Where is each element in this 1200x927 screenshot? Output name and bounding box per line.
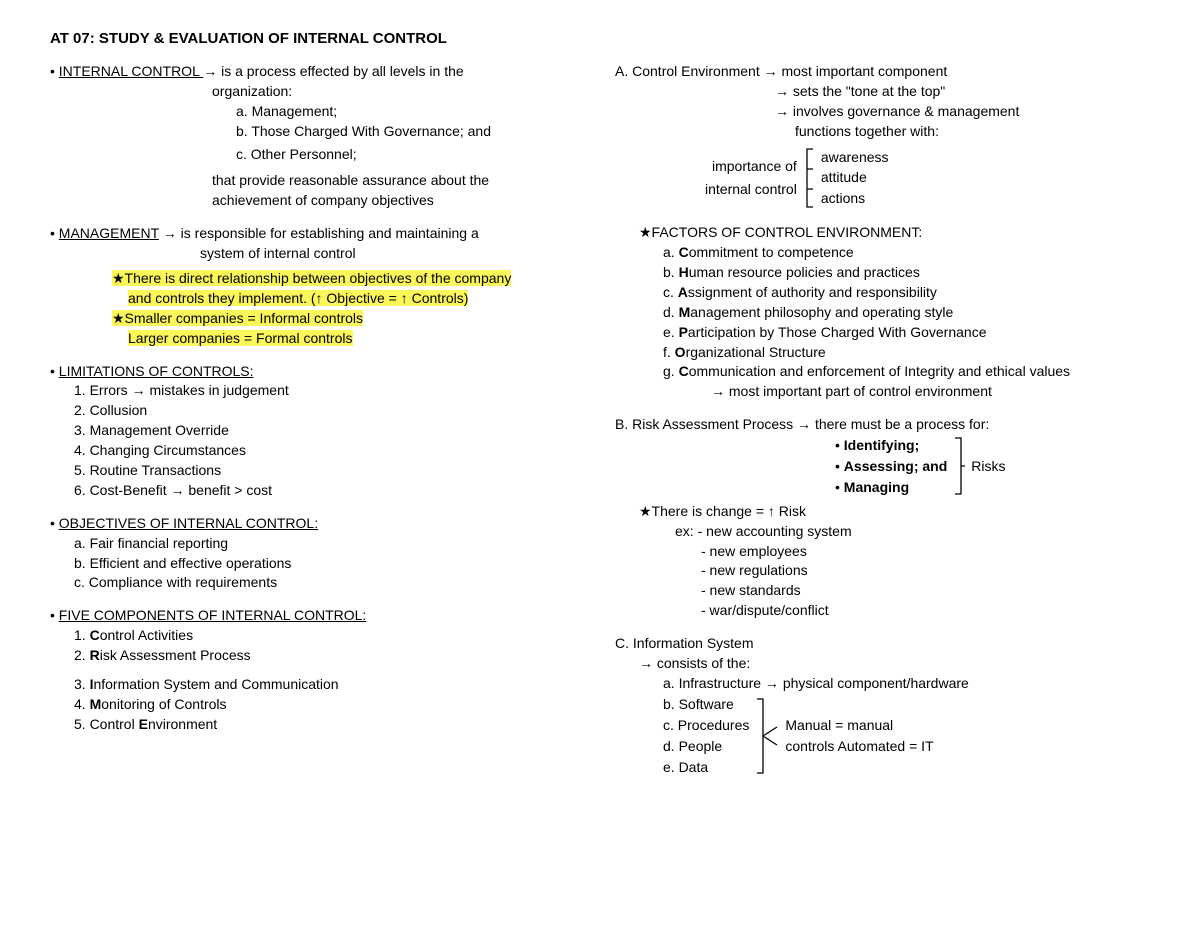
b-star: ★There is change = ↑ Risk [615, 502, 1150, 521]
b-risks: Risks [971, 457, 1005, 476]
c-a: a. Infrastructure → physical component/h… [615, 674, 1150, 693]
b-mg: Managing [835, 478, 947, 497]
fb: b. Human resource policies and practices [615, 263, 1150, 282]
b-ex: ex: - new accounting system [615, 522, 1150, 541]
info-brace: b. Software c. Procedures d. People e. D… [615, 694, 1150, 778]
ic-org: organization: [50, 82, 585, 101]
obj-c: c. Compliance with requirements [50, 573, 585, 592]
obj-heading: OBJECTIVES OF INTERNAL CONTROL: [50, 514, 585, 533]
b-e5: - war/dispute/conflict [615, 601, 1150, 620]
right-bracket-icon [953, 436, 965, 496]
fc: c. Assignment of authority and responsib… [615, 283, 1150, 302]
lim3: 3. Management Override [50, 421, 585, 440]
five-3: 3. Information System and Communication [50, 675, 585, 694]
ic-heading: INTERNAL CONTROL → is a process effected… [50, 62, 585, 81]
ic-tail2: achievement of company objectives [50, 191, 585, 210]
columns: INTERNAL CONTROL → is a process effected… [50, 61, 1150, 777]
lim-heading: LIMITATIONS OF CONTROLS: [50, 362, 585, 381]
imp-of: importance of [705, 157, 797, 176]
lim6: 6. Cost-Benefit → benefit > cost [50, 481, 585, 500]
obj-a: a. Fair financial reporting [50, 534, 585, 553]
fd: d. Management philosophy and operating s… [615, 303, 1150, 322]
ic-a: a. Management; [50, 102, 585, 121]
a-tone: → sets the "tone at the top" [615, 82, 1150, 101]
imp-ic: internal control [705, 180, 797, 199]
lim5: 5. Routine Transactions [50, 461, 585, 480]
five-heading: FIVE COMPONENTS OF INTERNAL CONTROL: [50, 606, 585, 625]
c-d: d. People [663, 737, 749, 756]
b-heading: B. Risk Assessment Process → there must … [615, 415, 1150, 434]
five-4: 4. Monitoring of Controls [50, 695, 585, 714]
right-bracket-icon [755, 697, 779, 775]
b-id: Identifying; [835, 436, 947, 455]
b-as: Assessing; and [835, 457, 947, 476]
hl3: ★Smaller companies = Informal controls [50, 309, 585, 328]
fg: g. Communication and enforcement of Inte… [615, 362, 1150, 381]
five-5: 5. Control Environment [50, 715, 585, 734]
lim1: 1. Errors → mistakes in judgement [50, 381, 585, 400]
c-heading: C. Information System [615, 634, 1150, 653]
c-consists: → consists of the: [615, 654, 1150, 673]
obj-b: b. Efficient and effective operations [50, 554, 585, 573]
c-c: c. Procedures [663, 716, 749, 735]
mg-def2: system of internal control [50, 244, 585, 263]
lim2: 2. Collusion [50, 401, 585, 420]
a-inv: → involves governance & management [615, 102, 1150, 121]
hl1: ★There is direct relationship between ob… [50, 269, 585, 288]
ff: f. Organizational Structure [615, 343, 1150, 362]
ic-c: c. Other Personnel; [50, 145, 585, 164]
five-1: 1. Control Activities [50, 626, 585, 645]
page-title: AT 07: STUDY & EVALUATION OF INTERNAL CO… [50, 30, 1150, 47]
fe: e. Participation by Those Charged With G… [615, 323, 1150, 342]
c-m1: Manual = manual [785, 716, 933, 735]
ic-b: b. Those Charged With Governance; and [50, 122, 585, 141]
actions: actions [821, 189, 889, 208]
importance-brace: importance of internal control awareness… [615, 147, 1150, 210]
b-e2: - new employees [615, 542, 1150, 561]
fa: a. Commitment to competence [615, 243, 1150, 262]
left-column: INTERNAL CONTROL → is a process effected… [50, 61, 585, 777]
left-bracket-icon [803, 147, 815, 209]
awareness: awareness [821, 148, 889, 167]
hl2: and controls they implement. (↑ Objectiv… [50, 289, 585, 308]
fact-heading: ★FACTORS OF CONTROL ENVIRONMENT: [615, 223, 1150, 242]
fg-note: → most important part of control environ… [615, 382, 1150, 401]
hl4: Larger companies = Formal controls [50, 329, 585, 348]
five-2: 2. Risk Assessment Process [50, 646, 585, 665]
c-b: b. Software [663, 695, 749, 714]
a-inv2: functions together with: [615, 122, 1150, 141]
a-heading: A. Control Environment → most important … [615, 62, 1150, 81]
c-e: e. Data [663, 758, 749, 777]
attitude: attitude [821, 168, 889, 187]
ic-tail1: that provide reasonable assurance about … [50, 171, 585, 190]
right-column: A. Control Environment → most important … [615, 61, 1150, 777]
c-m2: controls Automated = IT [785, 737, 933, 756]
risk-brace: Identifying; Assessing; and Managing Ris… [615, 435, 1150, 498]
b-e4: - new standards [615, 581, 1150, 600]
mg-heading: MANAGEMENT → is responsible for establis… [50, 224, 585, 243]
lim4: 4. Changing Circumstances [50, 441, 585, 460]
b-e3: - new regulations [615, 561, 1150, 580]
